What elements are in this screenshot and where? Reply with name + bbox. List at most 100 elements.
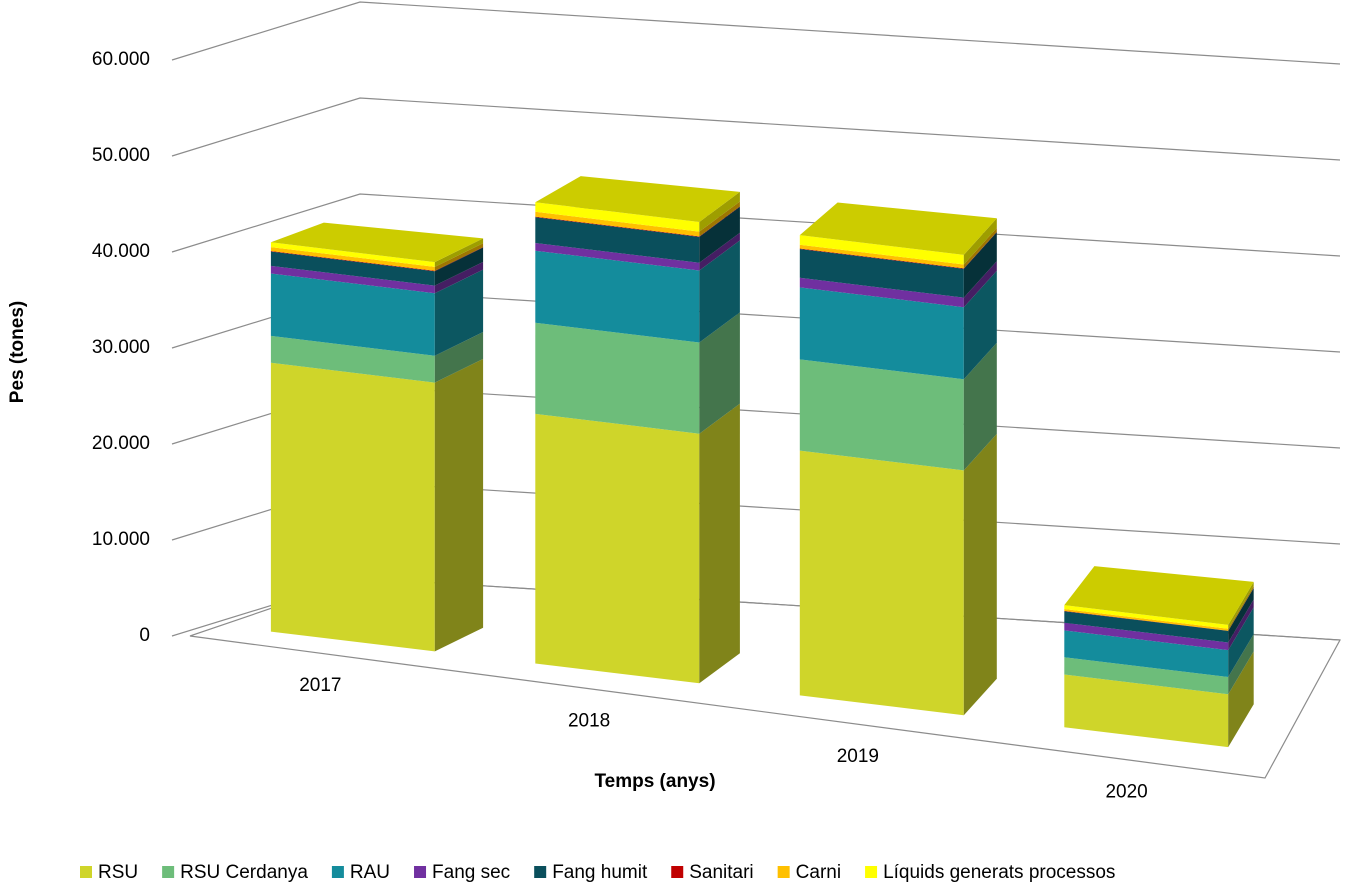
bar-side <box>699 191 740 232</box>
bar-top <box>1064 566 1254 625</box>
bar-side <box>1228 585 1254 631</box>
bar-side <box>434 243 484 271</box>
legend-swatch <box>534 866 547 878</box>
bar-front <box>799 450 964 716</box>
bar-side <box>699 206 740 237</box>
bar-top <box>535 176 740 222</box>
bar-side <box>434 247 484 272</box>
bar-front <box>1064 605 1229 629</box>
bar-front <box>1064 611 1229 643</box>
bar-side <box>1228 599 1254 651</box>
bar-side <box>699 240 740 343</box>
bar-side <box>963 261 997 308</box>
bar-front <box>270 265 435 294</box>
x-axis-title: Temps (anys) <box>594 771 715 792</box>
bar-front <box>1064 657 1229 695</box>
bar-front <box>270 362 435 652</box>
legend-label: RSU Cerdanya <box>180 862 308 883</box>
y-tick-label: 40.000 <box>92 241 150 262</box>
bar-side <box>963 218 997 265</box>
bar-side <box>963 342 997 471</box>
y-tick-label: 0 <box>139 625 150 646</box>
bar-side <box>963 433 997 716</box>
x-tick-label: 2017 <box>299 675 341 696</box>
bar-front <box>535 243 700 271</box>
bar-side <box>434 358 484 652</box>
bar-front <box>270 251 435 286</box>
bar-front <box>535 322 700 434</box>
legend-swatch <box>80 866 92 878</box>
grid-line <box>171 193 1341 257</box>
y-tick-label: 30.000 <box>92 337 150 358</box>
x-tick-label: 2018 <box>568 710 610 731</box>
bar-front <box>799 287 964 380</box>
bar-side <box>699 232 740 271</box>
bar-side <box>699 403 740 684</box>
bar-front <box>535 250 700 343</box>
bar-front <box>799 244 964 269</box>
legend-swatch <box>777 866 790 878</box>
bar-front <box>1064 609 1229 631</box>
bar-side <box>1228 587 1254 631</box>
grid-line <box>171 1 1341 65</box>
bar-front <box>799 277 964 308</box>
bar-front <box>799 359 964 471</box>
bar-side <box>434 247 484 286</box>
bar-front <box>270 335 435 383</box>
bar-front <box>270 251 435 272</box>
grid-line <box>171 97 1341 161</box>
bar-front <box>799 235 964 265</box>
bar-front <box>799 248 964 269</box>
bar-side <box>1228 651 1254 748</box>
bar-front <box>1064 674 1229 748</box>
bar-side <box>434 332 484 383</box>
bar-front <box>799 249 964 298</box>
bar-front <box>535 217 700 263</box>
legend-label: RAU <box>350 862 390 883</box>
bar-front <box>1064 630 1229 677</box>
legend-label: Sanitari <box>689 862 753 883</box>
legend-swatch <box>162 866 175 878</box>
bar-front <box>270 247 435 271</box>
bar-side <box>434 261 484 294</box>
bar-side <box>1228 581 1254 629</box>
y-tick-label: 60.000 <box>92 49 150 70</box>
bar-side <box>1228 588 1254 643</box>
bar-top <box>799 202 997 255</box>
bar-side <box>1228 607 1254 677</box>
bar-side <box>963 231 997 269</box>
y-axis-title: Pes (tones) <box>7 301 28 403</box>
legend-label: Carni <box>796 862 841 883</box>
bar-front <box>270 242 435 267</box>
bar-side <box>699 201 740 237</box>
bar-top <box>270 222 484 263</box>
bar-front <box>1064 610 1229 631</box>
bar-front <box>535 216 700 237</box>
legend-swatch <box>414 866 427 878</box>
bar-side <box>1228 634 1254 695</box>
bar-side <box>963 270 997 380</box>
legend-label: Fang humit <box>552 862 648 883</box>
bar-side <box>963 232 997 298</box>
legend-label: Fang sec <box>432 862 510 883</box>
bar-side <box>699 312 740 434</box>
y-tick-label: 50.000 <box>92 145 150 166</box>
legend-label: Líquids generats processos <box>883 862 1115 883</box>
legend-label: RSU <box>98 862 138 883</box>
bar-side <box>963 227 997 269</box>
legend-swatch <box>865 866 878 878</box>
bar-side <box>699 206 740 263</box>
legend-swatch <box>671 866 684 878</box>
bar-side <box>434 238 484 267</box>
bar-front <box>535 413 700 684</box>
y-tick-label: 10.000 <box>92 529 150 550</box>
x-tick-label: 2020 <box>1105 781 1147 802</box>
bar-front <box>535 202 700 232</box>
x-tick-label: 2019 <box>837 746 879 767</box>
y-tick-label: 20.000 <box>92 433 150 454</box>
bar-side <box>434 269 484 356</box>
bar-front <box>1064 622 1229 651</box>
legend-swatch <box>331 866 344 878</box>
bar-front <box>535 211 700 237</box>
